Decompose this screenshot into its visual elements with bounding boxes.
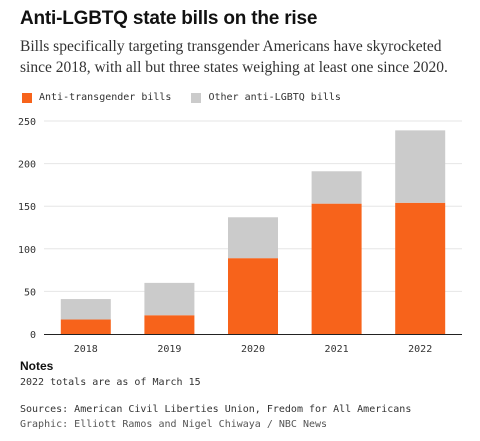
- stacked-bar-chart: 0 50 100 150 200 250 2018 2019 2020 2021 2022: [18, 117, 462, 355]
- chart-subtitle: Bills specifically targeting transgender…: [20, 38, 448, 76]
- x-tick-label: 2021: [325, 344, 349, 355]
- y-tick-label: 150: [18, 202, 36, 213]
- chart-title: Anti-LGBTQ state bills on the rise: [20, 8, 318, 29]
- bar-transgender: [311, 203, 362, 334]
- credit-text: Graphic: Elliott Ramos and Nigel Chiwaya…: [20, 419, 328, 430]
- x-tick-label: 2020: [241, 344, 265, 355]
- y-tick-label: 250: [18, 117, 36, 128]
- bar-transgender: [60, 319, 111, 334]
- bar-other: [395, 130, 446, 203]
- legend-label-other: Other anti-LGBTQ bills: [208, 92, 341, 103]
- legend-label-transgender: Anti-transgender bills: [39, 92, 172, 103]
- y-tick-label: 0: [30, 330, 36, 341]
- bar-other: [228, 217, 278, 259]
- bar-transgender: [144, 315, 195, 334]
- bar-transgender: [395, 202, 446, 334]
- bar-other: [144, 282, 195, 316]
- y-tick-label: 100: [18, 245, 36, 256]
- bar-transgender: [228, 258, 278, 334]
- bar-other: [311, 171, 362, 204]
- x-tick-label: 2018: [74, 344, 98, 355]
- x-tick-label: 2019: [157, 344, 181, 355]
- notes-text: 2022 totals are as of March 15: [20, 377, 201, 388]
- notes-heading: Notes: [20, 359, 54, 373]
- y-tick-label: 200: [18, 160, 36, 171]
- x-tick-label: 2022: [408, 344, 432, 355]
- legend-item-other: Other anti-LGBTQ bills: [191, 92, 341, 103]
- y-tick-label: 50: [24, 287, 36, 298]
- bar-other: [60, 299, 111, 320]
- legend-item-transgender: Anti-transgender bills: [22, 92, 171, 103]
- legend-swatch-other: [191, 92, 202, 103]
- legend: Anti-transgender bills Other anti-LGBTQ …: [22, 92, 361, 103]
- sources-text: Sources: American Civil Liberties Union,…: [20, 404, 412, 415]
- legend-swatch-transgender: [22, 92, 32, 103]
